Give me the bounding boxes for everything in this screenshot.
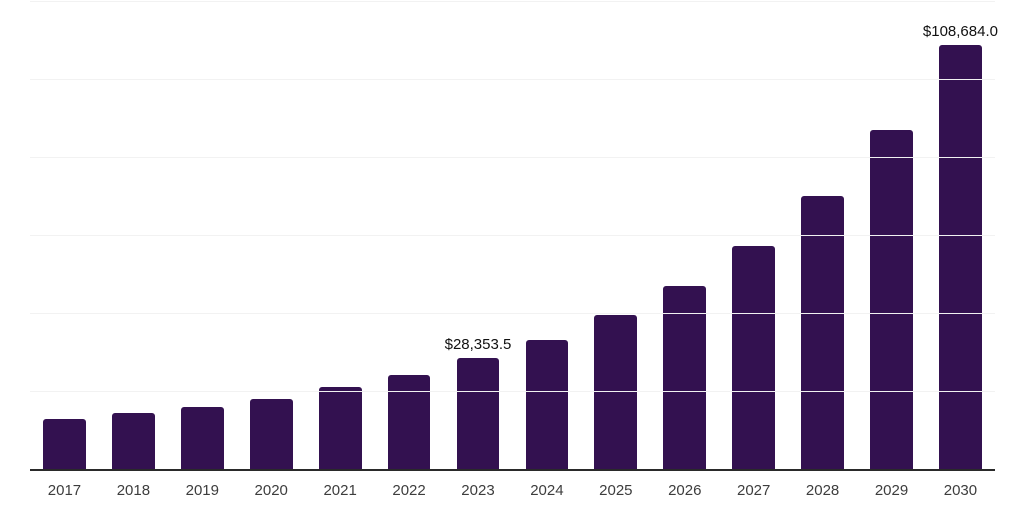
bar-column xyxy=(306,1,375,469)
bar-column xyxy=(512,1,581,469)
gridline xyxy=(30,391,995,393)
x-tick-label-2022: 2022 xyxy=(392,482,426,499)
x-tick-label-2021: 2021 xyxy=(323,482,357,499)
bar-column xyxy=(857,1,926,469)
x-tick-label-2026: 2026 xyxy=(668,482,702,499)
bar-2030 xyxy=(939,45,982,469)
x-tick-label-2028: 2028 xyxy=(805,482,840,499)
x-tick-label-2029: 2029 xyxy=(874,482,909,499)
bar-2026 xyxy=(663,285,707,469)
bar-2023 xyxy=(456,358,500,469)
x-tick-label-2024: 2024 xyxy=(530,482,564,499)
bar-column xyxy=(375,1,444,469)
bar-2020 xyxy=(249,398,293,469)
bar-column xyxy=(719,1,788,469)
bar-column xyxy=(650,1,719,469)
bar-column: $28,353.5 xyxy=(444,1,513,469)
bar-column xyxy=(237,1,306,469)
x-tick-label-2027: 2027 xyxy=(736,482,771,499)
bar-2019 xyxy=(180,406,224,469)
bar-2029 xyxy=(870,130,913,469)
x-tick-label-2019: 2019 xyxy=(185,482,219,499)
gridline xyxy=(30,313,995,315)
bar-column xyxy=(168,1,237,469)
bar-2017 xyxy=(43,418,86,469)
gridline xyxy=(30,235,995,236)
x-tick-label-2025: 2025 xyxy=(599,482,633,499)
bar-2021 xyxy=(318,387,362,469)
gridline xyxy=(30,79,995,80)
gridline xyxy=(30,1,995,2)
x-tick-label-2023: 2023 xyxy=(461,482,495,499)
bar-column xyxy=(99,1,168,469)
bar-2028 xyxy=(801,196,844,469)
plot-area: $28,353.5 $108,684.0 xyxy=(30,1,998,471)
bar-value-label: $108,684.0 xyxy=(922,23,998,41)
x-tick-label-2017: 2017 xyxy=(47,482,82,499)
bar-2024 xyxy=(525,340,569,469)
x-tick-label-2020: 2020 xyxy=(254,482,288,499)
x-tick-label-2030: 2030 xyxy=(943,482,978,499)
x-axis-labels: 2017 2018 2019 2020 2021 2022 2023 2024 2025 2026… xyxy=(30,481,995,501)
gridline xyxy=(30,157,995,159)
bar-2027 xyxy=(732,245,776,469)
bar-column xyxy=(30,1,99,469)
bar-column: $108,684.0 xyxy=(922,1,998,469)
bar-2018 xyxy=(112,412,155,469)
x-tick-label-2018: 2018 xyxy=(116,482,151,499)
bar-columns: $28,353.5 $108,684.0 xyxy=(30,1,998,469)
bar-2022 xyxy=(387,374,431,469)
bar-value-label: $28,353.5 xyxy=(444,336,512,354)
bar-column xyxy=(788,1,857,469)
